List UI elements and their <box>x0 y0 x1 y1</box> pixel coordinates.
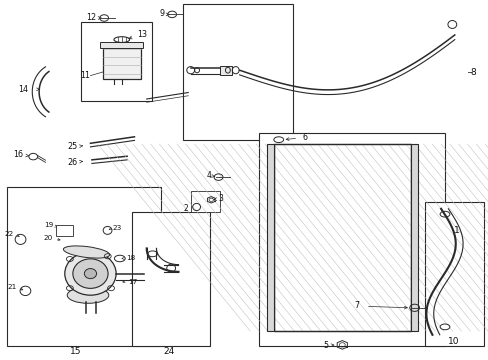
Ellipse shape <box>84 269 96 279</box>
Text: 4: 4 <box>206 171 211 180</box>
Text: 26: 26 <box>67 158 77 166</box>
Bar <box>190 191 220 212</box>
Text: 6: 6 <box>302 134 306 143</box>
Text: 7: 7 <box>354 302 359 310</box>
Bar <box>132 212 210 346</box>
Bar <box>259 133 444 346</box>
Text: 21: 21 <box>8 284 17 290</box>
Bar <box>273 144 410 331</box>
Text: 11: 11 <box>81 71 90 80</box>
Text: 20: 20 <box>43 235 53 241</box>
Bar <box>266 144 273 331</box>
Bar <box>56 225 73 236</box>
Text: 16: 16 <box>13 150 23 159</box>
Ellipse shape <box>64 252 116 295</box>
Text: 13: 13 <box>129 30 146 39</box>
Bar <box>102 47 141 79</box>
Text: 19: 19 <box>44 222 54 228</box>
Text: 23: 23 <box>112 225 122 230</box>
Bar <box>220 66 232 75</box>
Bar <box>273 144 410 331</box>
Text: 10: 10 <box>447 337 459 346</box>
Bar <box>425 202 483 346</box>
Bar <box>7 187 161 346</box>
Ellipse shape <box>73 259 108 288</box>
Text: 25: 25 <box>67 143 77 152</box>
Bar <box>81 22 151 101</box>
Text: 17: 17 <box>128 279 137 284</box>
Ellipse shape <box>63 246 109 258</box>
Text: 22: 22 <box>4 231 14 237</box>
Text: 3: 3 <box>218 194 223 203</box>
Text: 24: 24 <box>163 346 175 356</box>
Text: 14: 14 <box>19 85 28 94</box>
Text: 15: 15 <box>70 346 81 356</box>
Bar <box>410 144 417 331</box>
Bar <box>100 42 143 48</box>
Ellipse shape <box>67 287 109 303</box>
Text: 12: 12 <box>85 13 96 22</box>
Text: 1: 1 <box>453 226 459 235</box>
Text: 18: 18 <box>126 256 135 261</box>
Text: 9: 9 <box>160 9 164 18</box>
Text: 5: 5 <box>323 341 328 350</box>
Text: 2: 2 <box>183 204 188 212</box>
Text: 8: 8 <box>469 68 475 77</box>
Bar <box>183 4 293 140</box>
